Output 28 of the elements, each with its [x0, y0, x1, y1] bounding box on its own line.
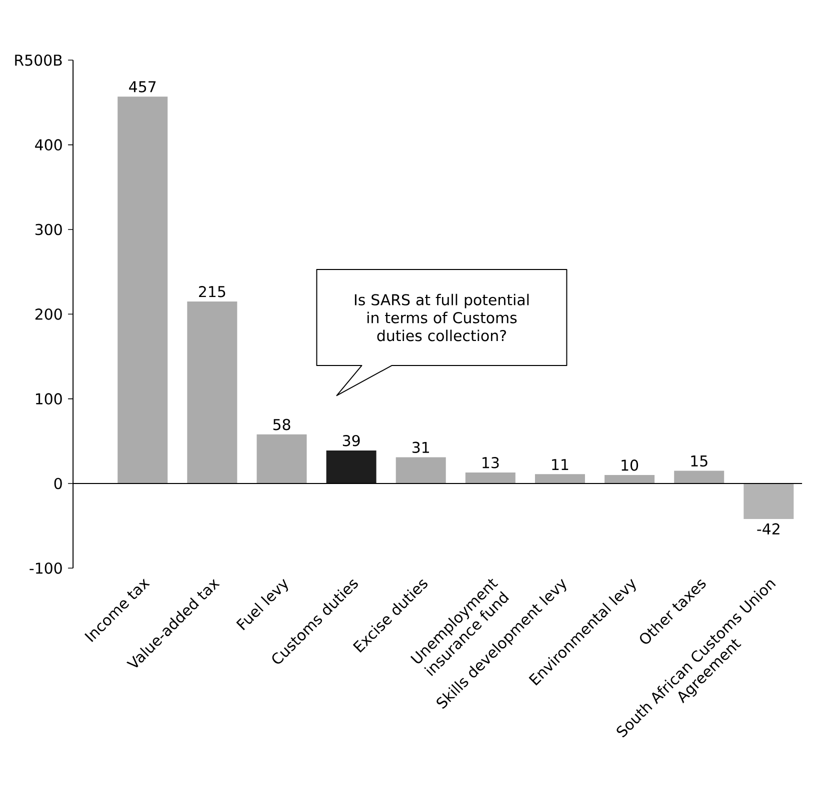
data-label: 10	[622, 460, 638, 471]
bar	[465, 472, 516, 484]
data-label: 31	[412, 442, 429, 454]
y-tick-label: -100	[30, 562, 62, 574]
bar	[256, 434, 307, 484]
data-label: 457	[129, 81, 156, 92]
bar	[604, 475, 655, 484]
data-label: 15	[691, 455, 708, 467]
bar	[118, 96, 168, 484]
y-tick-label: 0	[54, 478, 62, 490]
data-label: 58	[273, 418, 290, 430]
data-label: -42	[757, 523, 780, 534]
bar	[674, 470, 724, 484]
data-label: 215	[199, 286, 226, 298]
y-tick-label: 400	[35, 139, 62, 150]
y-tick-label: 200	[35, 308, 62, 320]
bar	[396, 457, 446, 484]
y-tick-label: 100	[36, 393, 62, 404]
bar	[534, 474, 585, 484]
bar	[187, 301, 238, 484]
bar	[326, 450, 376, 484]
data-label: 13	[482, 456, 499, 468]
data-label: 11	[552, 459, 568, 470]
y-tick-label: R500B	[15, 54, 62, 66]
y-tick-label: 300	[35, 224, 62, 236]
data-label: 39	[342, 434, 360, 446]
bar	[744, 483, 794, 520]
annotation: Is SARS at full potential in terms of Customs duties collection?	[354, 294, 529, 342]
